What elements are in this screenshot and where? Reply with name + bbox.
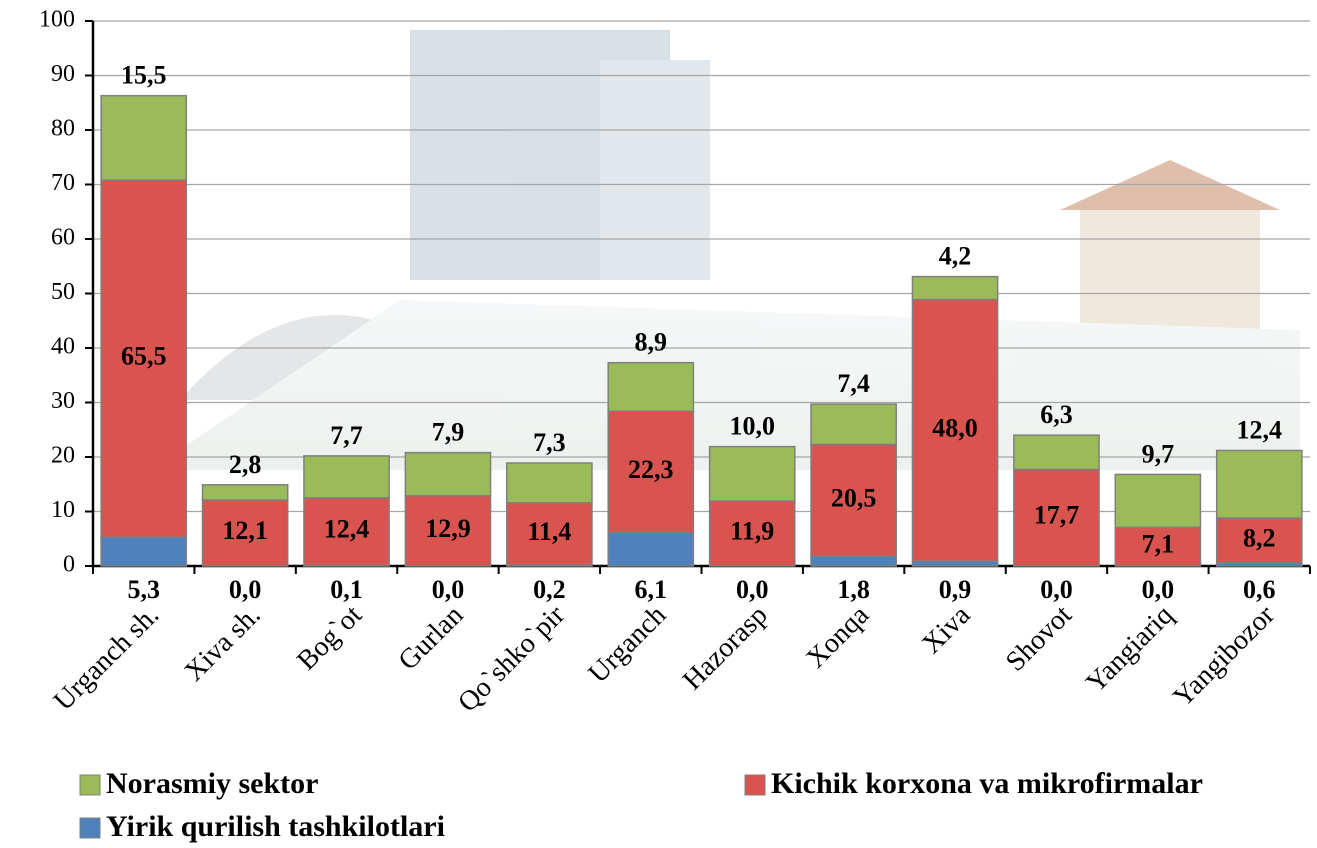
legend-swatch [80,775,100,795]
data-label: 17,7 [1034,501,1080,530]
bar-segment [811,404,896,444]
x-tick-label: Bog`ot [291,599,368,676]
x-tick-label: Qo`shko`pir [452,599,571,718]
data-label: 0,2 [533,575,566,604]
y-tick-label: 70 [51,170,75,196]
x-tick-label: Yangibozor [1167,599,1281,713]
data-label: 0,0 [736,575,769,604]
bar-segment [203,485,288,500]
data-label: 7,9 [432,418,465,447]
bar-segment [608,363,693,412]
x-tick-label: Xiva [916,599,977,660]
data-label: 15,5 [121,61,167,90]
data-label: 5,3 [127,575,160,604]
bar-segment [507,463,592,503]
x-tick-label: Gurlan [393,600,470,677]
x-tick-label: Urganch sh. [48,600,165,717]
data-label: 0,0 [432,575,465,604]
bar-segment [405,453,490,496]
y-tick-label: 90 [51,61,75,87]
data-label: 0,6 [1243,575,1276,604]
legend-label: Kichik korxona va mikrofirmalar [771,767,1203,800]
y-tick-label: 30 [51,388,75,414]
bar-segment [304,456,389,498]
data-label: 12,9 [425,514,471,543]
data-label: 2,8 [229,450,262,479]
data-label: 8,2 [1243,523,1276,552]
x-tick-label: Yangiariq [1080,600,1179,699]
bar-segment [1217,450,1302,518]
data-label: 12,1 [222,516,268,545]
bar-segment [912,277,997,300]
data-label: 0,1 [330,575,363,604]
y-tick-label: 0 [63,552,75,578]
data-label: 7,7 [330,421,363,450]
data-label: 10,0 [729,412,775,441]
data-label: 7,3 [533,428,566,457]
bar-segment [710,447,795,502]
data-label: 20,5 [831,483,877,512]
bar-segment [101,96,186,180]
bar-segment [811,556,896,566]
legend-label: Yirik qurilish tashkilotlari [106,810,445,843]
x-tick-label: Xonqa [800,599,875,674]
y-tick-label: 60 [51,225,75,251]
data-label: 11,4 [527,517,571,546]
bar-segment [1014,435,1099,469]
data-label: 0,0 [229,575,262,604]
data-label: 6,1 [635,575,668,604]
data-label: 9,7 [1142,439,1175,468]
data-label: 0,9 [939,575,972,604]
data-label: 6,3 [1040,400,1073,429]
legend-swatch [745,775,765,795]
bar-segment [101,537,186,566]
chart: 0 10 20 30 40 50 60 70 80 90 100 5,3 65,5 15,5 Urganch… [0,0,1317,848]
y-tick-label: 10 [51,497,75,523]
y-tick-label: 40 [51,334,75,360]
legend-label: Norasmiy sektor [106,767,318,800]
data-label: 7,4 [837,369,870,398]
y-tick-label: 80 [51,116,75,142]
data-label: 0,0 [1040,575,1073,604]
data-label: 22,3 [628,455,674,484]
data-label: 4,2 [939,242,972,271]
x-tick-label: Urganch [583,600,673,690]
data-label: 65,5 [121,342,167,371]
data-label: 12,4 [324,515,370,544]
data-label: 48,0 [932,413,978,442]
data-label: 1,8 [837,575,870,604]
x-tick-label: Xiva sh. [179,600,267,688]
data-label: 7,1 [1142,530,1175,559]
x-tick-label: Shovot [1000,599,1078,677]
x-tick-label: Hazorasp [677,600,774,697]
bar-segment [1115,474,1200,527]
bar-segment [608,533,693,566]
y-tick-label: 20 [51,443,75,469]
legend-swatch [80,818,100,838]
data-label: 8,9 [635,328,668,357]
data-label: 0,0 [1142,575,1175,604]
data-label: 11,9 [730,517,774,546]
background-illustration [150,30,1300,470]
y-tick-label: 100 [39,7,75,33]
y-tick-label: 50 [51,279,75,305]
data-label: 12,4 [1237,415,1283,444]
